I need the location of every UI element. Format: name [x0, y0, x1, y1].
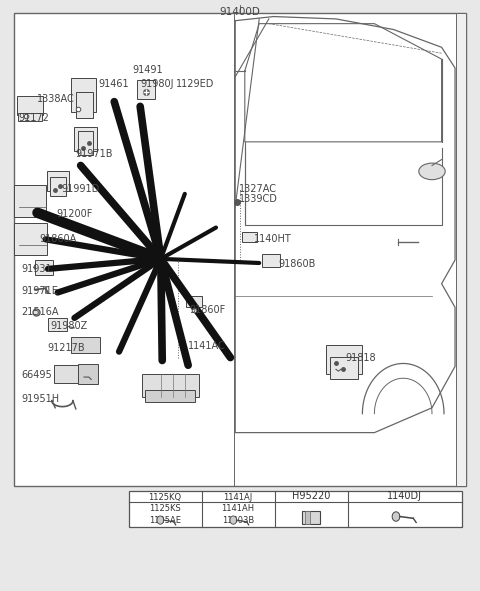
Text: 91400D: 91400D	[219, 7, 261, 17]
Bar	[242, 232, 257, 242]
Bar	[14, 223, 47, 255]
Text: 91461: 91461	[98, 79, 129, 89]
Bar	[71, 78, 96, 112]
Text: 1125KQ
1125KS
1125AE: 1125KQ 1125KS 1125AE	[148, 493, 182, 525]
Bar	[137, 80, 155, 99]
Text: 91931: 91931	[21, 264, 52, 274]
Text: 1339CD: 1339CD	[239, 194, 278, 204]
Bar	[129, 491, 462, 527]
Text: 1140HT: 1140HT	[254, 235, 292, 244]
Bar	[14, 13, 466, 486]
Bar	[76, 92, 93, 118]
Text: 91971E: 91971E	[21, 286, 58, 296]
Bar	[326, 345, 362, 374]
Bar	[54, 365, 97, 383]
Bar	[330, 357, 358, 379]
Bar	[47, 171, 69, 191]
Bar	[18, 113, 42, 121]
Bar	[35, 260, 53, 275]
Bar	[262, 254, 280, 267]
Text: 91980Z: 91980Z	[50, 322, 88, 331]
Bar	[145, 390, 195, 402]
Text: 91971B: 91971B	[76, 149, 113, 158]
Text: 91951H: 91951H	[21, 394, 59, 404]
Bar	[74, 127, 97, 151]
Text: 91491: 91491	[132, 65, 163, 74]
Bar	[14, 185, 46, 217]
Text: 91980J: 91980J	[140, 79, 174, 89]
Text: 91860A: 91860A	[39, 234, 77, 243]
Text: 91860F: 91860F	[190, 305, 226, 314]
Bar	[17, 96, 43, 115]
Bar	[142, 374, 199, 397]
Text: 1141AC: 1141AC	[188, 341, 226, 350]
Bar	[48, 318, 67, 331]
Text: 91172: 91172	[18, 113, 49, 123]
Text: 91200F: 91200F	[57, 209, 93, 219]
Bar	[456, 13, 466, 486]
Bar	[302, 511, 320, 524]
Text: 91818: 91818	[346, 353, 376, 362]
Text: 1141AJ
1141AH
11403B: 1141AJ 1141AH 11403B	[221, 493, 255, 525]
Text: 66495: 66495	[21, 371, 52, 380]
Circle shape	[392, 512, 400, 521]
Bar	[50, 177, 66, 196]
Bar	[78, 131, 93, 155]
Text: 1338AC: 1338AC	[36, 95, 74, 104]
Bar	[71, 337, 100, 353]
Bar	[78, 364, 98, 384]
Text: 1140DJ: 1140DJ	[387, 492, 422, 501]
Text: 91860B: 91860B	[278, 259, 316, 269]
Text: 91217B: 91217B	[47, 343, 84, 352]
Text: H95220: H95220	[292, 492, 330, 501]
Ellipse shape	[419, 163, 445, 180]
Circle shape	[157, 516, 164, 524]
Text: 1327AC: 1327AC	[239, 184, 277, 194]
Bar	[186, 296, 202, 307]
Circle shape	[230, 516, 237, 524]
Text: 21516A: 21516A	[21, 307, 59, 317]
Bar	[305, 511, 310, 524]
Text: 91991D: 91991D	[61, 184, 100, 194]
Text: 1129ED: 1129ED	[176, 79, 215, 89]
